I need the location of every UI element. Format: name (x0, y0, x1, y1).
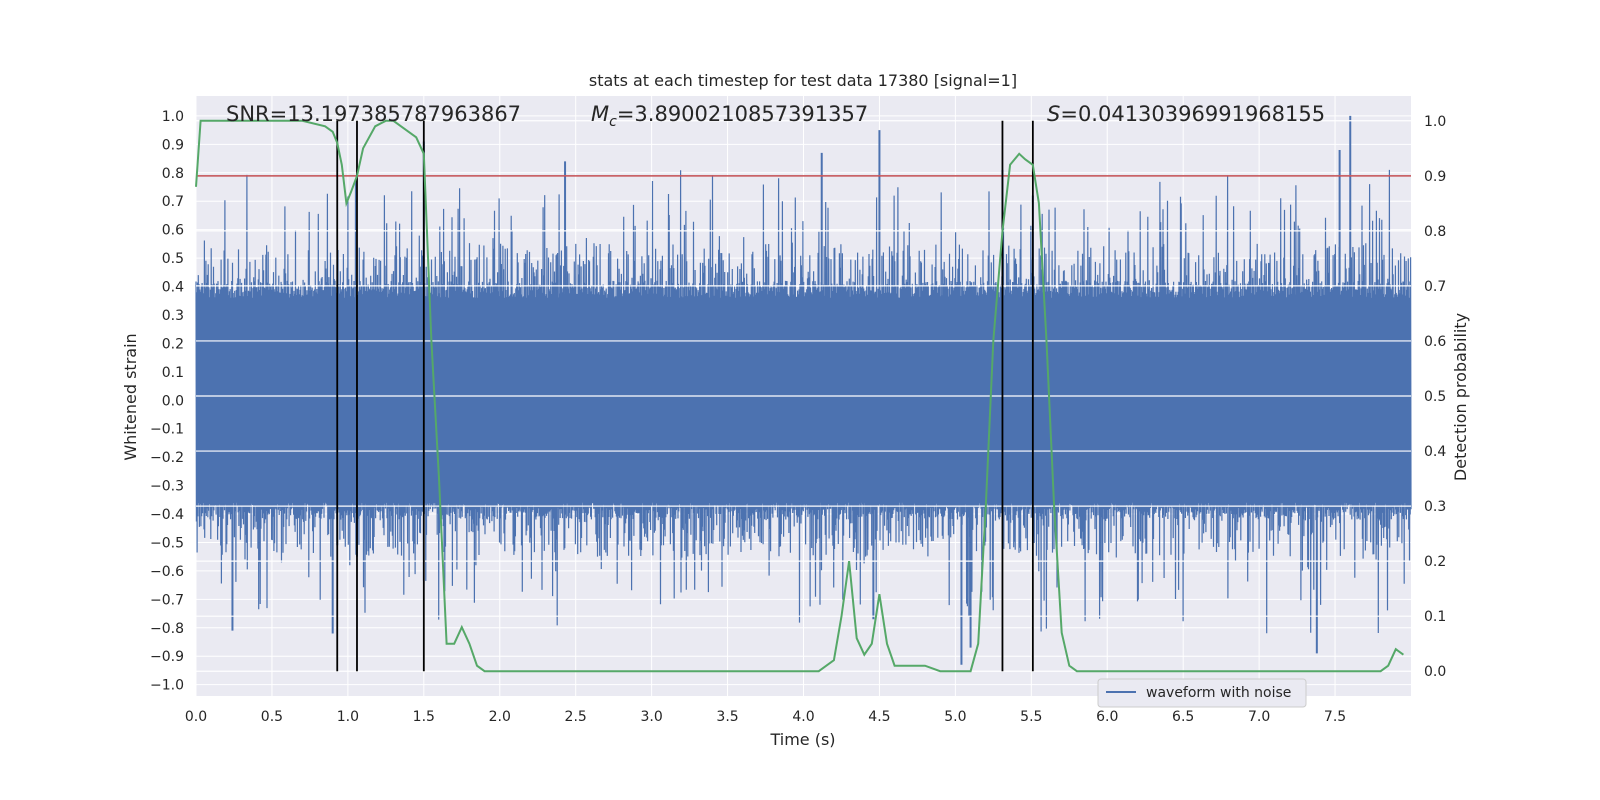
x-tick-label: 3.0 (640, 709, 662, 725)
chart-title: stats at each timestep for test data 173… (589, 71, 1017, 90)
y2-tick-label: 0.0 (1424, 664, 1446, 680)
second-axis-grid (196, 120, 1411, 672)
y2-tick-label: 0.7 (1424, 279, 1446, 295)
y-tick-label: −0.2 (150, 450, 184, 466)
x-tick-label: 0.5 (261, 709, 283, 725)
chirp-mass-annotation: Mc=3.8900210857391357 (591, 102, 868, 130)
legend-label-waveform: waveform with noise (1146, 685, 1291, 701)
x-tick-label: 5.5 (1020, 709, 1042, 725)
x-tick-label: 4.0 (792, 709, 814, 725)
y-tick-label: −0.7 (150, 592, 184, 608)
y2-tick-label: 0.1 (1424, 609, 1446, 625)
probability-line (195, 119, 1404, 673)
y-tick-label: −1.0 (150, 678, 184, 694)
x-tick-label: 1.5 (413, 709, 435, 725)
y-axis-label: Whitened strain (121, 333, 140, 460)
y-tick-label: −0.5 (150, 535, 184, 551)
x-tick-label: 2.0 (489, 709, 511, 725)
x-tick-label: 7.5 (1324, 709, 1346, 725)
y2-tick-label: 0.9 (1424, 169, 1446, 185)
s-value: =0.04130396991968155 (1060, 102, 1325, 126)
x-tick-label: 7.0 (1248, 709, 1270, 725)
y-tick-label: 0.3 (162, 308, 184, 324)
s-annotation: S=0.04130396991968155 (1047, 102, 1325, 126)
x-tick-label: 2.5 (565, 709, 587, 725)
chirp-mass-symbol: M (591, 102, 609, 126)
y-tick-label: 0.0 (162, 393, 184, 409)
x-tick-labels: 0.0 0.5 1.0 1.5 2.0 2.5 3.0 3.5 4.0 4.5 5.0 5.5 6.0 6… (185, 709, 1346, 725)
y2-tick-label: 0.4 (1424, 444, 1446, 460)
vertical-markers (336, 120, 1034, 672)
s-symbol: S (1047, 102, 1060, 126)
probability-series (195, 119, 1404, 673)
x-axis-label: Time (s) (769, 730, 835, 749)
y2-tick-label: 0.3 (1424, 499, 1446, 515)
y2-tick-label: 0.8 (1424, 224, 1446, 240)
y-tick-label: −0.4 (150, 507, 184, 523)
chirp-mass-subscript: c (609, 114, 617, 130)
y-tick-label: 0.8 (162, 166, 184, 182)
y-tick-label: −0.9 (150, 649, 184, 665)
y-tick-labels: 1.0 0.9 0.8 0.7 0.6 0.5 0.4 0.3 0.2 0.1 0.0 −0.1 −0.… (150, 109, 184, 694)
y-tick-label: −0.6 (150, 564, 184, 580)
y2-tick-label: 0.5 (1424, 389, 1446, 405)
y-tick-label: 0.9 (162, 137, 184, 153)
y-tick-label: 0.6 (162, 223, 184, 239)
chirp-mass-value: =3.8900210857391357 (617, 102, 868, 126)
legend-box (1097, 678, 1307, 708)
y-tick-label: 0.4 (162, 280, 184, 296)
y2-tick-label: 1.0 (1424, 114, 1446, 130)
x-tick-label: 0.0 (185, 709, 207, 725)
x-tick-label: 6.5 (1172, 709, 1194, 725)
y2-tick-label: 0.6 (1424, 334, 1446, 350)
y-tick-label: 0.5 (162, 251, 184, 267)
x-tick-label: 1.0 (337, 709, 359, 725)
y-tick-label: 0.2 (162, 336, 184, 352)
y-tick-label: −0.1 (150, 422, 184, 438)
y-tick-label: 0.7 (162, 194, 184, 210)
legend: waveform with noise (1097, 678, 1307, 708)
y-tick-label: 0.1 (162, 365, 184, 381)
y-tick-label: −0.3 (150, 479, 184, 495)
y-tick-label: −0.8 (150, 621, 184, 637)
snr-annotation: SNR=13.197385787963867 (226, 102, 521, 126)
x-tick-label: 5.0 (944, 709, 966, 725)
y-tick-label: 1.0 (162, 109, 184, 125)
x-tick-label: 6.0 (1096, 709, 1118, 725)
y2-tick-labels: 1.0 0.9 0.8 0.7 0.6 0.5 0.4 0.3 0.2 0.1 0.0 (1424, 114, 1446, 680)
y2-axis-label: Detection probability (1451, 313, 1470, 481)
y2-tick-label: 0.2 (1424, 554, 1446, 570)
x-tick-label: 4.5 (868, 709, 890, 725)
x-tick-label: 3.5 (716, 709, 738, 725)
